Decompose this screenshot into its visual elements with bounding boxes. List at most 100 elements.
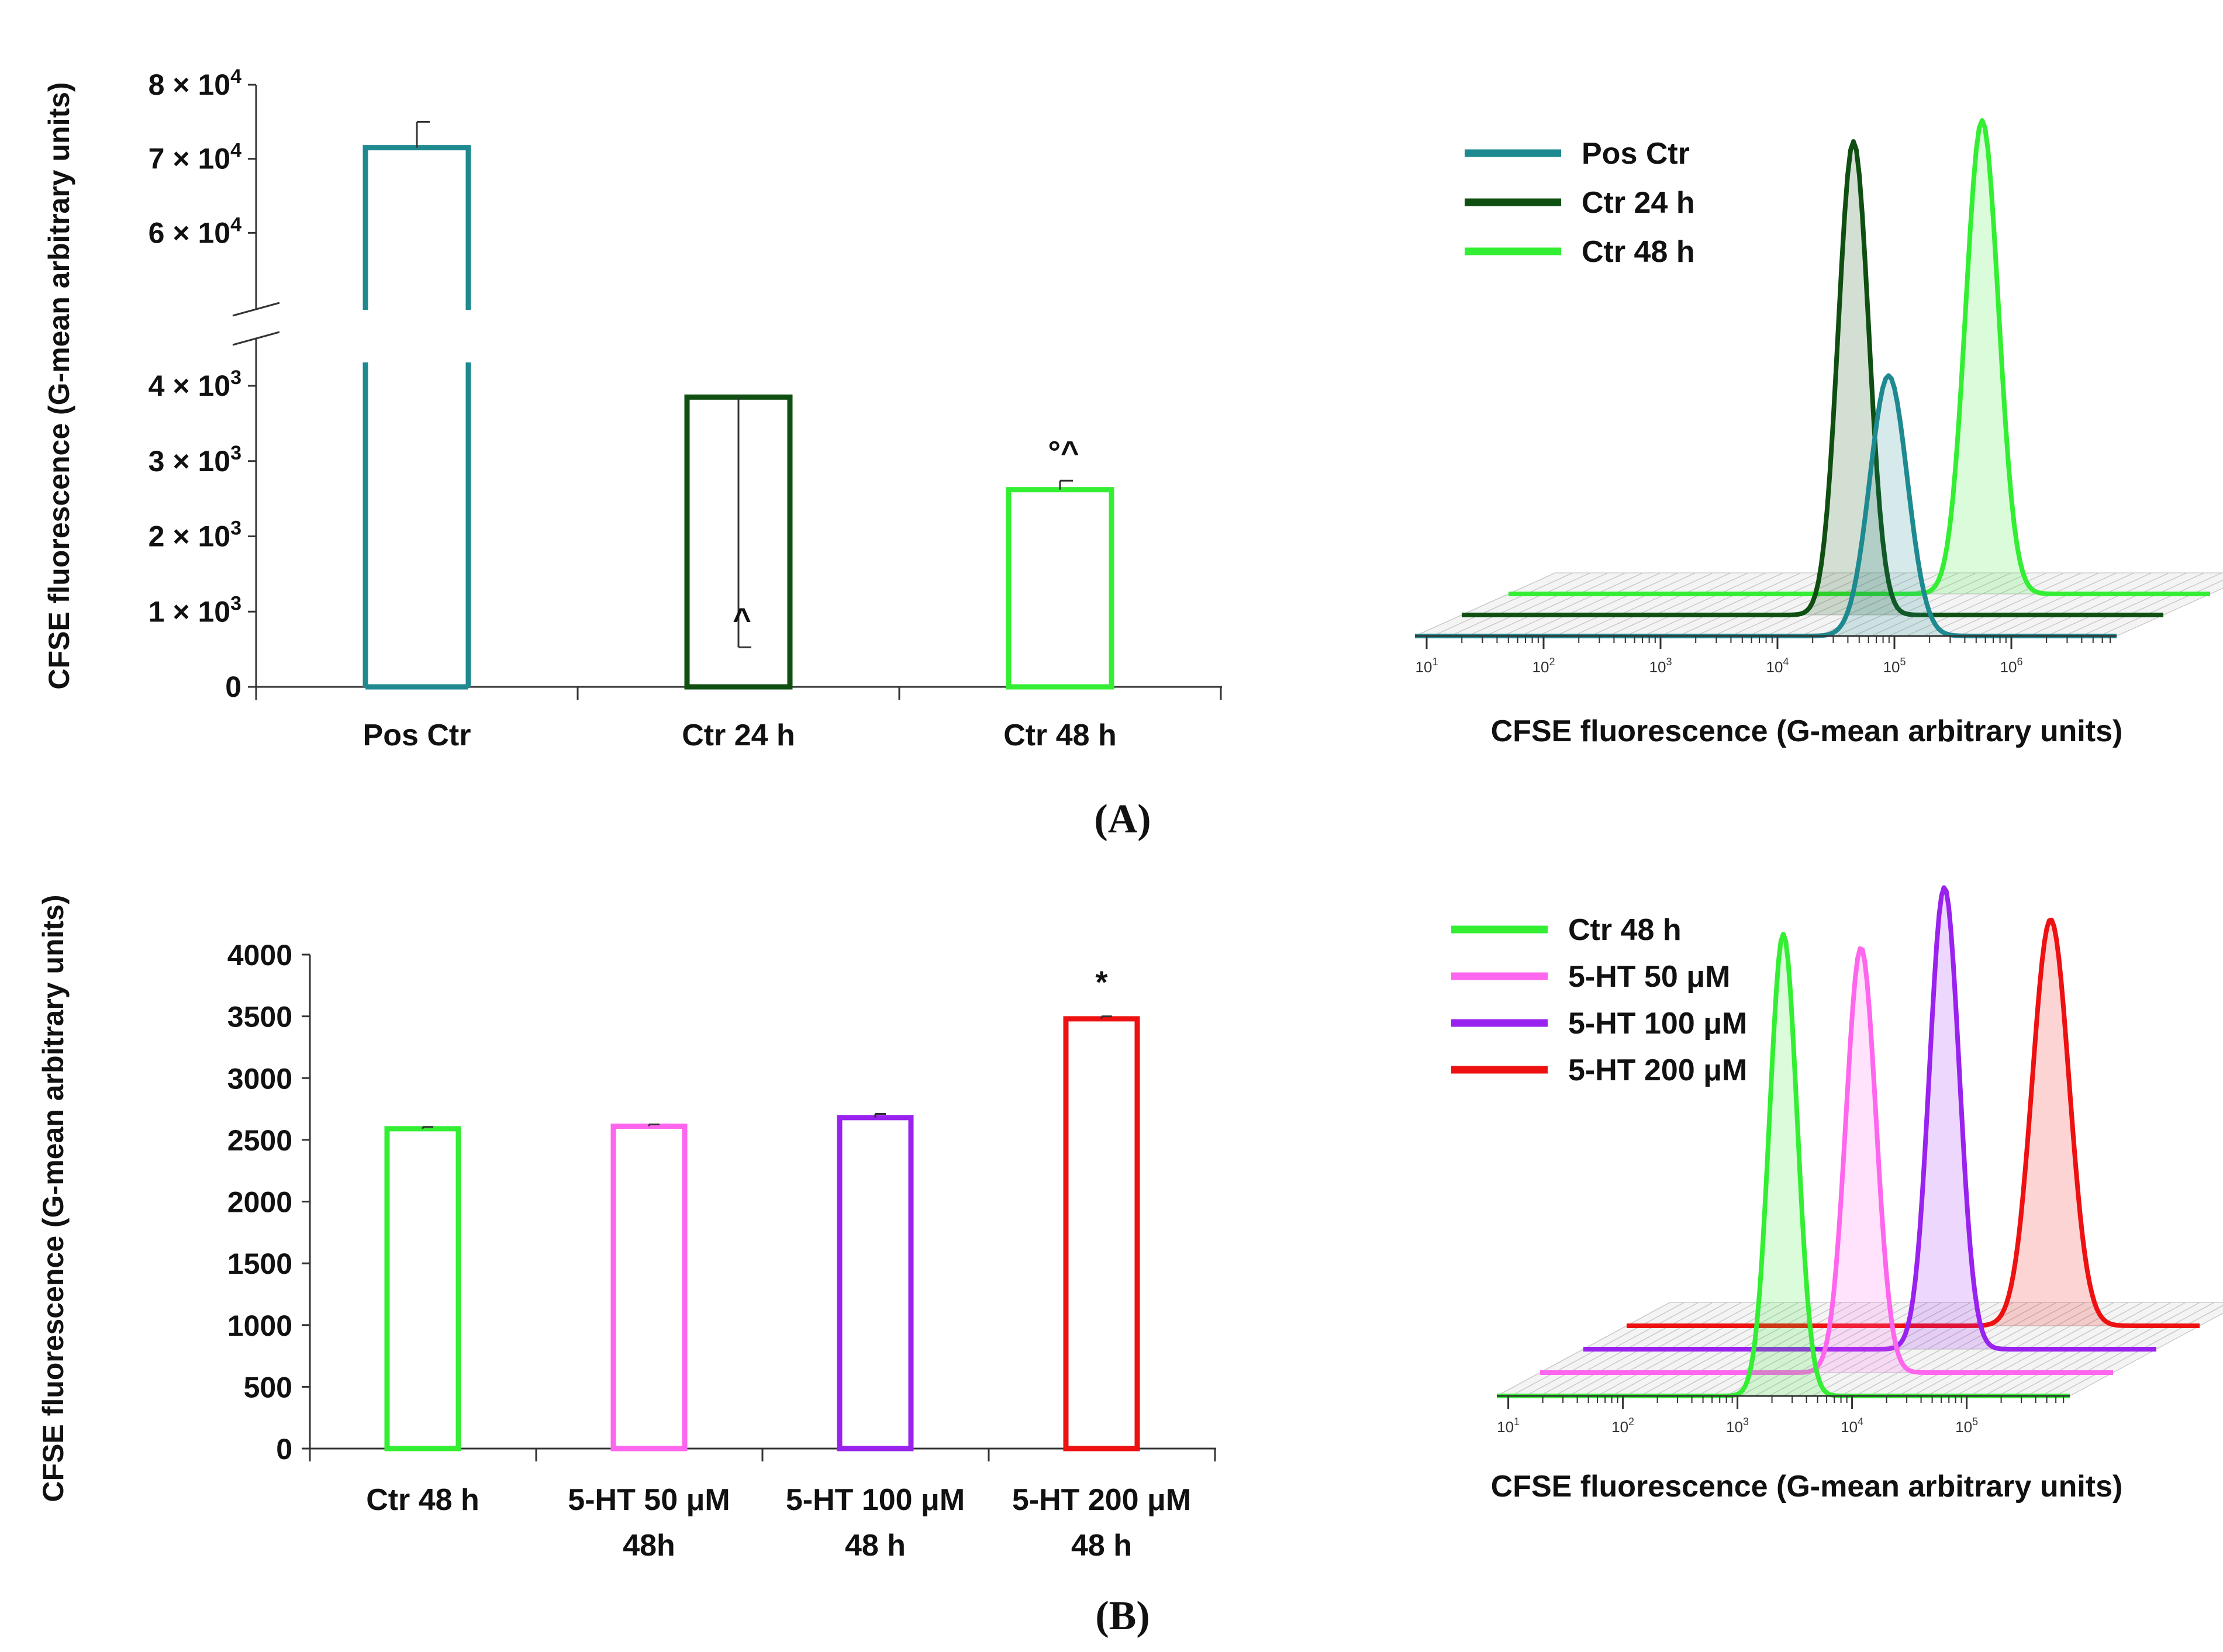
bh-grid-line [2055, 1349, 2100, 1373]
ah-grid-line [1999, 572, 2047, 595]
bh-grid-line [1641, 1302, 1684, 1326]
ah-grid-line [2128, 593, 2176, 616]
bh-grid-line [1841, 1302, 1885, 1326]
bh-grid-line [1869, 1349, 1913, 1373]
bh-grid-line [1568, 1349, 1613, 1373]
bh-grid-line [1583, 1349, 1627, 1373]
bh-grid-line [2056, 1302, 2100, 1326]
ah-series-fill [1462, 141, 2163, 615]
ah-grid-line [1625, 614, 1673, 637]
ah-grid-line [1917, 593, 1965, 616]
bh-grid-line [1611, 1349, 1655, 1373]
bh-grid-line [1697, 1349, 1741, 1373]
ah-grid-line [1730, 614, 1778, 637]
bh-grid-line [1597, 1325, 1641, 1350]
ah-grid-line [2022, 593, 2070, 616]
b-category-label: 5-HT 50 μM [568, 1483, 730, 1517]
ah-grid-line [1830, 593, 1877, 616]
bh-grid-line [1984, 1349, 2028, 1373]
bh-grid-line [1740, 1349, 1784, 1373]
ah-decade-label: 104 [1766, 656, 1789, 676]
ah-grid-line [1514, 593, 1562, 616]
bh-decade-label: 102 [1611, 1416, 1634, 1436]
bh-grid-line [1654, 1372, 1698, 1397]
a-bar [1006, 487, 1114, 690]
ah-grid-line [1485, 614, 1532, 637]
ah-grid-line [1549, 593, 1597, 616]
a-y-tick-label: 3 × 103 [149, 442, 241, 478]
ah-grid-line [1765, 614, 1813, 637]
ah-grid-line [1672, 593, 1720, 616]
ah-grid-line [1987, 593, 2035, 616]
bh-grid-line [1841, 1349, 1884, 1373]
bh-grid-line [1669, 1325, 1713, 1350]
ah-grid-line [1525, 572, 1573, 595]
ah-grid-line [2017, 572, 2065, 595]
bh-grid-line [2013, 1349, 2056, 1373]
b-category-label: 48h [623, 1529, 675, 1563]
a-y-tick-label: 2 × 103 [149, 517, 241, 553]
bh-legend-label: 5-HT 200 μM [1568, 1053, 1747, 1087]
bh-grid-line [1697, 1325, 1742, 1350]
b-category-label: 5-HT 200 μM [1012, 1483, 1191, 1517]
bh-grid-line [1683, 1325, 1727, 1350]
bh-grid-line [1869, 1372, 1913, 1397]
b-y-tick-label: 2500 [227, 1124, 292, 1157]
bh-grid-line [1655, 1325, 1699, 1350]
bh-grid-line [1655, 1302, 1699, 1326]
bh-grid-line [2027, 1349, 2071, 1373]
a-bar [363, 362, 471, 690]
ah-grid-line [1613, 572, 1661, 595]
ah-grid-line [1561, 572, 1608, 595]
b-significance-mark: * [1095, 965, 1107, 1000]
b-y-tick-label: 1000 [227, 1309, 292, 1342]
ah-grid-line [1683, 572, 1731, 595]
bh-grid-line [2084, 1302, 2129, 1326]
ah-legend-label: Ctr 48 h [1582, 235, 1695, 269]
bh-grid-line [2128, 1302, 2172, 1326]
a-axis-break-mark [232, 331, 280, 346]
ah-decade-label: 106 [2000, 656, 2023, 676]
ah-grid-line [1789, 572, 1837, 595]
ah-grid-line [1759, 593, 1807, 616]
ah-grid-line [1870, 614, 1918, 637]
bh-grid-line [1683, 1349, 1727, 1373]
bh-grid-line [1926, 1372, 1970, 1397]
bh-grid-line [1998, 1372, 2042, 1397]
bh-grid-line [1741, 1325, 1784, 1350]
bh-grid-line [1712, 1302, 1756, 1326]
panel-label-a: (A) [1094, 797, 1151, 842]
ah-grid-line [1648, 572, 1696, 595]
bh-grid-line [2142, 1325, 2186, 1350]
ah-grid-line [1584, 593, 1632, 616]
bh-legend-label: 5-HT 100 μM [1568, 1007, 1747, 1041]
bh-grid-line [2098, 1325, 2143, 1350]
ah-grid-line [1736, 572, 1784, 595]
bh-grid-line [1883, 1349, 1928, 1373]
bh-grid-line [2055, 1372, 2099, 1397]
a-bar [363, 145, 471, 310]
bh-grid-line [2185, 1305, 2223, 1326]
bh-grid-line [2012, 1372, 2056, 1397]
a-y-tick-label: 0 [225, 671, 241, 703]
bh-grid-line [1626, 1302, 1670, 1326]
ah-grid-line [1666, 572, 1714, 595]
bh-grid-line [1668, 1372, 1713, 1397]
a-axis-break-mark [232, 302, 280, 317]
a-y-tick-label: 7 × 104 [149, 140, 241, 175]
ah-grid-line [1572, 614, 1620, 637]
b-y-axis-title: CFSE fluorescence (G-mean arbitrary unit… [37, 894, 70, 1502]
bh-grid-line [1755, 1302, 1799, 1326]
bh-grid-line [2113, 1302, 2158, 1326]
ah-grid-line [1753, 572, 1801, 595]
bh-grid-line [1969, 1372, 2013, 1397]
ah-grid-line [1654, 593, 1702, 616]
bh-grid-line [1855, 1372, 1898, 1397]
bh-legend-label: Ctr 48 h [1568, 913, 1682, 947]
bh-grid-line [1812, 1325, 1856, 1350]
bh-grid-line [1597, 1349, 1641, 1373]
ah-grid-line [1748, 614, 1796, 637]
ah-grid-line [1449, 614, 1497, 637]
ah-grid-line [1946, 572, 1994, 595]
bh-grid-line [1970, 1325, 2014, 1350]
